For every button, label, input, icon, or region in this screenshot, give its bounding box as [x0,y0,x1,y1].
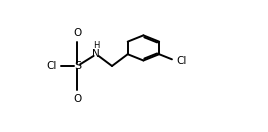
Text: O: O [73,29,81,39]
Text: Cl: Cl [176,55,187,65]
Text: N: N [92,49,100,59]
Text: O: O [73,93,81,103]
Text: S: S [74,61,81,71]
Text: Cl: Cl [46,61,57,71]
Text: H: H [93,41,99,50]
